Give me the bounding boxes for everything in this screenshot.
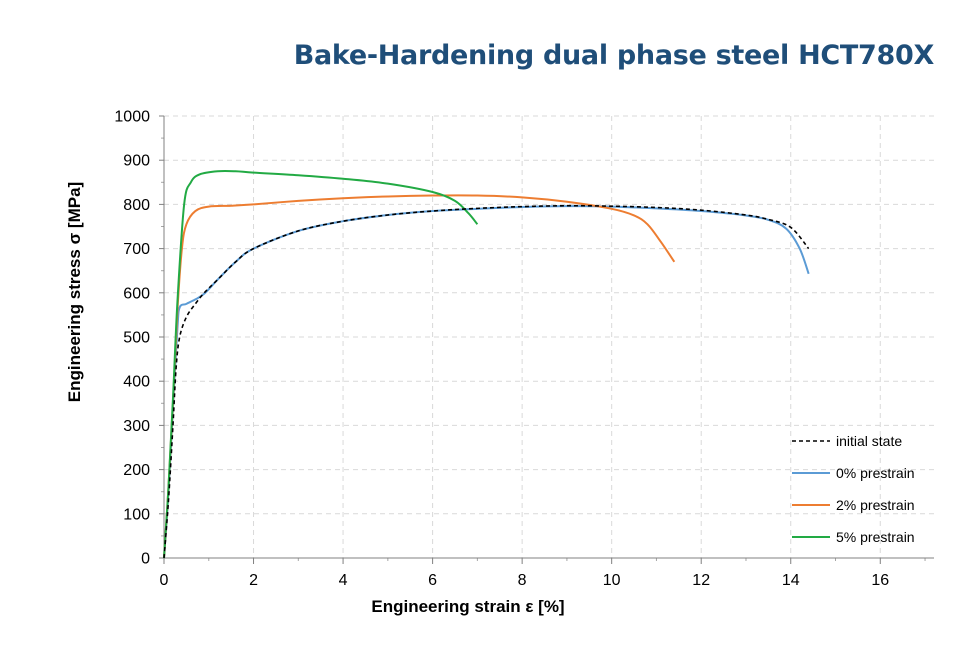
y-tick-label-300: 300 — [123, 418, 150, 435]
y-tick-label-400: 400 — [123, 374, 150, 391]
y-tick-label-600: 600 — [123, 285, 150, 302]
x-tick-label-12: 12 — [692, 572, 710, 589]
legend: initial state 0% prestrain 2% prestrain 5% … — [792, 433, 915, 545]
x-tick-label-8: 8 — [518, 572, 527, 589]
y-tick-label-700: 700 — [123, 241, 150, 258]
y-tick-label-200: 200 — [123, 462, 150, 479]
x-tick-label-4: 4 — [339, 572, 348, 589]
x-tick-label-2: 2 — [249, 572, 258, 589]
y-axis-label: Engineering stress σ [MPa] — [65, 182, 84, 402]
x-axis-label: Engineering strain ε [%] — [371, 597, 564, 616]
y-tick-labels: 0 100 200 300 400 500 600 700 800 900 1000 — [114, 109, 150, 568]
y-tick-label-900: 900 — [123, 153, 150, 170]
series-lines — [163, 169, 810, 559]
legend-label-0: initial state — [836, 433, 902, 449]
legend-label-2: 2% prestrain — [836, 497, 915, 513]
legend-label-1: 0% prestrain — [836, 465, 915, 481]
axes — [159, 115, 934, 564]
chart-title: Bake-Hardening dual phase steel HCT780X — [293, 40, 935, 71]
x-tick-labels: 0 2 4 6 8 10 12 14 16 — [160, 572, 890, 589]
series-line-initial-state — [163, 204, 810, 559]
y-tick-label-800: 800 — [123, 197, 150, 214]
series-line-0-prestrain — [163, 205, 810, 559]
x-tick-label-16: 16 — [871, 572, 889, 589]
x-tick-label-14: 14 — [782, 572, 800, 589]
x-tick-label-6: 6 — [428, 572, 437, 589]
grid-lines — [164, 115, 934, 558]
y-tick-label-1000: 1000 — [114, 109, 150, 126]
series-line-2-prestrain — [163, 194, 676, 559]
y-tick-label-0: 0 — [141, 551, 150, 568]
y-tick-label-500: 500 — [123, 330, 150, 347]
x-tick-label-10: 10 — [603, 572, 621, 589]
legend-label-3: 5% prestrain — [836, 529, 915, 545]
y-tick-label-100: 100 — [123, 506, 150, 523]
series-line-5-prestrain — [163, 169, 479, 559]
x-tick-label-0: 0 — [160, 572, 169, 589]
